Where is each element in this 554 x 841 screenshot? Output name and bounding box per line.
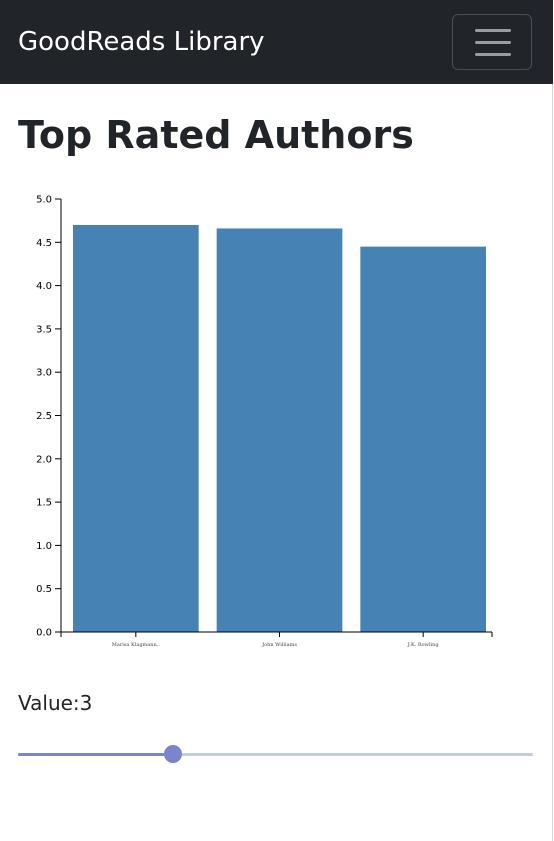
value-slider[interactable] (18, 744, 533, 764)
y-axis: 0.0 0.5 1.0 1.5 2.0 2.5 3.0 3.5 4.0 4.5 5.0 (36, 195, 61, 639)
y-tick-label: 4.0 (36, 281, 52, 292)
y-tick-label: 4.5 (36, 238, 52, 249)
bar-2 (217, 228, 343, 632)
x-tick-label: J.K. Rowling (407, 642, 440, 648)
navbar: GoodReads Library (0, 0, 553, 84)
slider-fill (18, 753, 173, 756)
top-rated-authors-chart: 0.0 0.5 1.0 1.5 2.0 2.5 3.0 3.5 4.0 4.5 5.0 Marisa… (0, 180, 553, 660)
bars (73, 225, 486, 632)
y-tick-label: 2.5 (36, 411, 52, 422)
bar-3 (360, 247, 486, 632)
x-tick-label: John Williams (261, 642, 297, 648)
y-tick-label: 5.0 (36, 195, 52, 206)
page-title: Top Rated Authors (18, 112, 414, 158)
x-tick-label: Marisa Klagmann.. (112, 642, 160, 648)
y-tick-label: 3.0 (36, 368, 52, 379)
y-tick-label: 0.0 (36, 628, 52, 639)
bar-1 (73, 225, 199, 632)
navbar-brand[interactable]: GoodReads Library (18, 26, 265, 58)
slider-thumb[interactable] (164, 745, 182, 763)
y-tick-label: 1.0 (36, 541, 52, 552)
slider-value-label: Value:3 (18, 690, 92, 716)
y-tick-label: 2.0 (36, 454, 52, 465)
x-axis: Marisa Klagmann.. John Williams J.K. Rowli… (55, 632, 492, 648)
menu-toggle-button[interactable] (452, 14, 532, 70)
y-tick-label: 0.5 (36, 584, 52, 595)
y-tick-label: 3.5 (36, 324, 52, 335)
hamburger-menu-icon (475, 29, 511, 32)
y-tick-label: 1.5 (36, 498, 52, 509)
